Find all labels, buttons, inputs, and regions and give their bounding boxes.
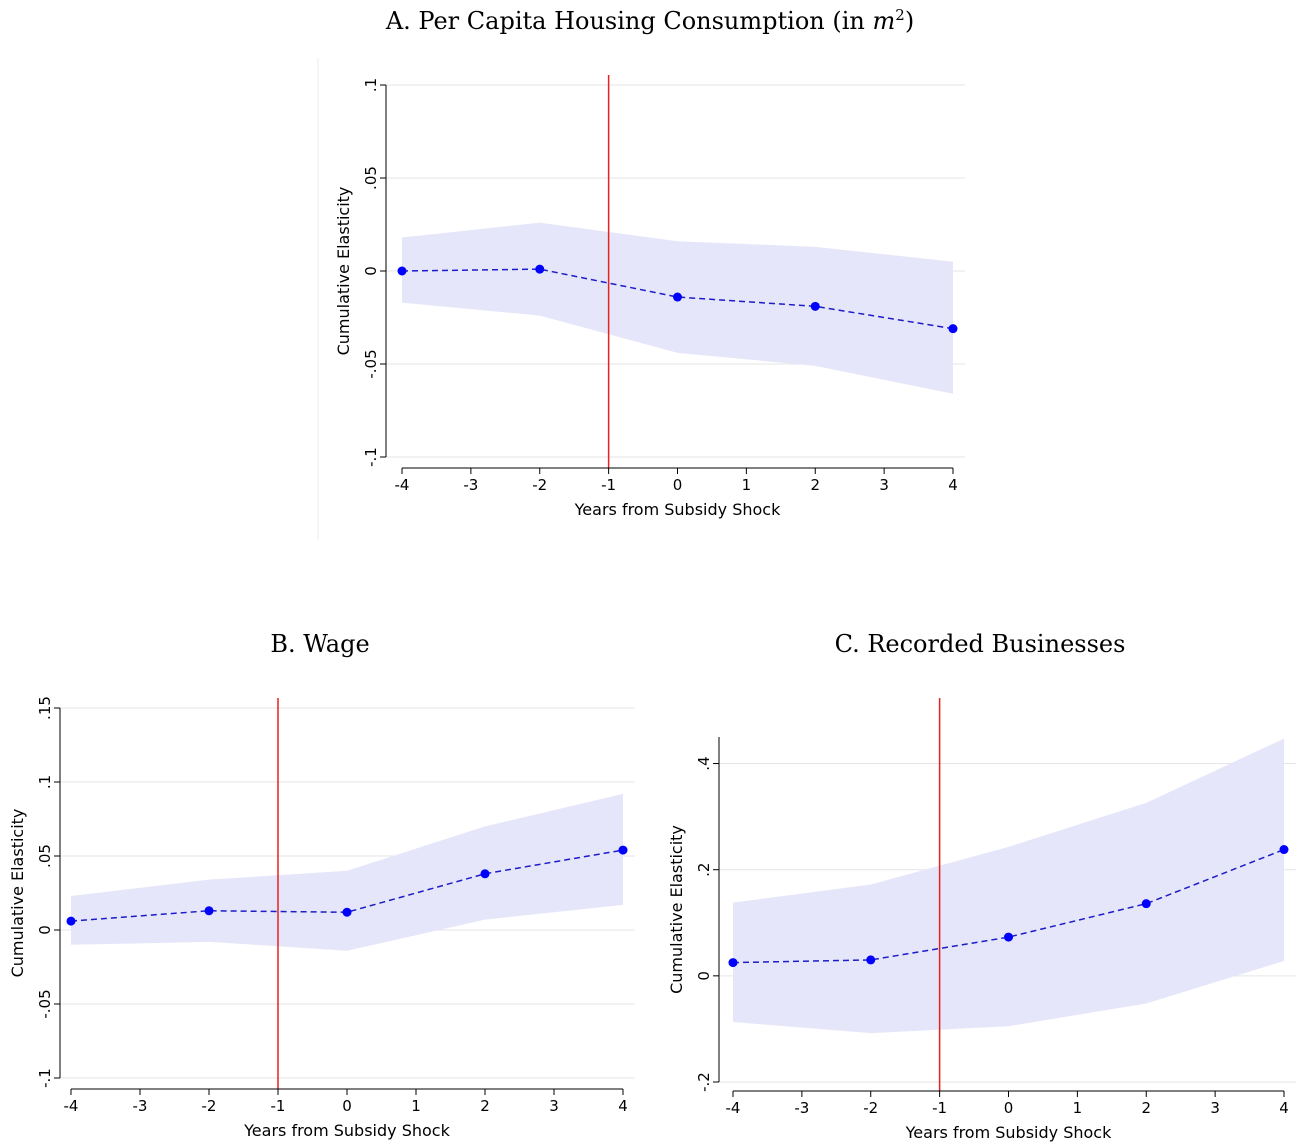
panel-a-series-line	[401, 268, 954, 330]
panel-a-y-tick-label: .1	[362, 78, 380, 92]
panel-c-x-tick-label: 4	[1279, 1099, 1289, 1117]
panel-b-x-tick-label: 1	[411, 1097, 421, 1115]
panel-c-y-tick-label: -.2	[695, 1072, 713, 1092]
panel-c-y-tick-label: .4	[695, 756, 713, 770]
panel-c-x-tick-label: -4	[726, 1099, 741, 1117]
panel-c-x-axis-title: Years from Subsidy Shock	[905, 1123, 1112, 1142]
panel-a-x-tick-label: -1	[601, 476, 616, 494]
panel-a-x-tick-label: 3	[879, 476, 889, 494]
panel-a-data-point	[535, 264, 545, 274]
panel-b-y-tick-label: .05	[36, 844, 54, 868]
panel-c-x-tick-label: 0	[1004, 1099, 1014, 1117]
panel-b-data-point	[342, 907, 352, 917]
panel-b-y-tick-label: -.05	[36, 989, 54, 1018]
panel-c-x-tick-label: -1	[932, 1099, 947, 1117]
panel-b-x-tick-label: 2	[480, 1097, 490, 1115]
panel-b-confidence-band	[71, 793, 623, 951]
panel-b-data-point	[618, 845, 628, 855]
panel-b-y-axis-title: Cumulative Elasticity	[8, 809, 27, 978]
panel-c-y-tick-label: .2	[695, 863, 713, 877]
panel-a-data-point	[948, 324, 958, 334]
panel-b-data-point	[480, 869, 490, 879]
panel-a-plot: -.1 -.05 0 .05 .1 -4 -3 -2 -1 0 1 2 3 4 Years from Sub…	[334, 75, 965, 519]
panel-c-data-point	[1141, 899, 1151, 909]
panel-a-confidence-band	[402, 222, 953, 394]
panel-c-x-tick-label: 3	[1210, 1099, 1220, 1117]
panel-b-y-tick-label: -.1	[36, 1068, 54, 1088]
panel-c-data-point	[728, 958, 738, 968]
panel-b-x-tick-label: 3	[549, 1097, 559, 1115]
panel-a-y-axis-title: Cumulative Elasticity	[334, 187, 353, 356]
panel-a-x-tick-label: -2	[532, 476, 547, 494]
panel-b-x-tick-label: -1	[271, 1097, 286, 1115]
panel-b-title: B. Wage	[270, 630, 369, 658]
panel-a-y-tick-label: 0	[362, 266, 380, 276]
panel-b-y-tick-label: .15	[36, 696, 54, 720]
panel-a-data-point	[397, 266, 407, 276]
panel-c-y-tick-label: 0	[695, 971, 713, 981]
panel-c-x-tick-label: 2	[1141, 1099, 1151, 1117]
panel-a-x-tick-label: -4	[395, 476, 410, 494]
panel-a-x-axis-title: Years from Subsidy Shock	[574, 500, 781, 519]
panel-a-x-tick-label: -3	[463, 476, 478, 494]
panel-b-data-point	[204, 906, 214, 916]
panel-b-x-tick-label: 0	[342, 1097, 352, 1115]
panel-a-data-point	[673, 292, 682, 302]
panel-b-series-line	[70, 849, 624, 922]
panel-c-y-axis-title: Cumulative Elasticity	[667, 825, 686, 994]
panel-a-x-tick-label: 1	[742, 476, 752, 494]
panel-c-title: C. Recorded Businesses	[835, 630, 1126, 658]
panel-a-y-tick-label: .05	[362, 166, 380, 190]
panel-c-confidence-band	[733, 738, 1284, 1034]
panel-b-plot: -.1 -.05 0 .05 .1 .15 -4 -3 -2 -1 0 1 2 3 4 Years from …	[8, 696, 635, 1140]
panel-c-data-point	[1279, 845, 1289, 855]
panel-a-data-point	[810, 301, 820, 311]
panel-c-x-tick-label: -3	[794, 1099, 809, 1117]
panel-a-y-tick-label: -.1	[362, 447, 380, 467]
panel-b-x-tick-label: -4	[64, 1097, 79, 1115]
panel-c-x-tick-label: 1	[1073, 1099, 1083, 1117]
panel-c-series-line	[732, 848, 1285, 964]
panel-b-y-tick-label: .1	[36, 775, 54, 789]
panel-c-x-tick-label: -2	[863, 1099, 878, 1117]
panel-b-x-axis-title: Years from Subsidy Shock	[243, 1121, 450, 1140]
panel-b-x-tick-label: -3	[133, 1097, 148, 1115]
panel-b-x-tick-label: -2	[202, 1097, 217, 1115]
panel-c-data-point	[1004, 932, 1013, 942]
panel-b-y-tick-label: 0	[36, 925, 54, 935]
panel-c-data-point	[866, 955, 876, 965]
panel-a-x-tick-label: 0	[673, 476, 683, 494]
panel-a-x-tick-label: 4	[948, 476, 958, 494]
panel-b-data-point	[66, 916, 76, 926]
panel-a-x-tick-label: 2	[810, 476, 820, 494]
panel-c-plot: -.2 0 .2 .4 -4 -3 -2 -1 0 1 2 3 4 Years from Subsidy …	[667, 698, 1296, 1142]
panel-a-title: A. Per Capita Housing Consumption (in m2…	[385, 6, 914, 35]
panel-b-x-tick-label: 4	[618, 1097, 628, 1115]
panel-a-y-tick-label: -.05	[362, 349, 380, 378]
